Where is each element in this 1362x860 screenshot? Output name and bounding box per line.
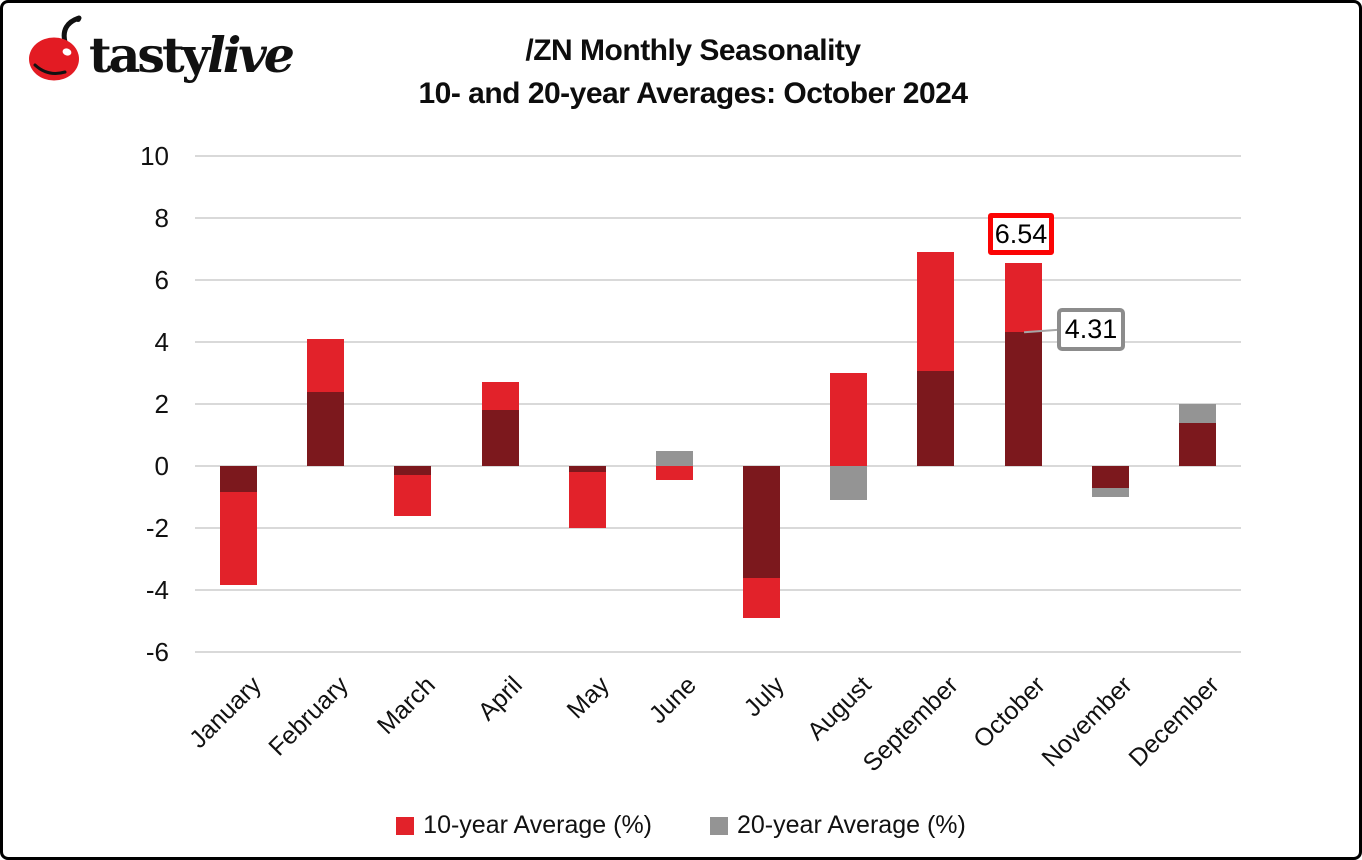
cherry-icon [29,15,82,81]
annotation-october-10yr: 6.54 [988,213,1054,255]
chart-title-line2: 10- and 20-year Averages: October 2024 [418,77,968,110]
bar-october-10yr [1004,263,1042,333]
legend-swatch-20yr-icon [710,816,728,835]
y-tick--4: -4 [145,575,169,605]
y-tick-8: 8 [154,203,169,233]
bar-december-20yr [1178,404,1216,423]
bar-december-overlap [1178,422,1216,466]
gridline-2 [195,403,1241,405]
legend-swatch-10yr-icon [396,816,415,835]
bar-april-10yr [481,382,519,411]
legend-item-20yr: 20-year Average (%) [710,811,966,840]
bar-february-overlap [307,391,345,466]
legend: 10-year Average (%) 20-year Average (%) [3,811,1359,840]
gridline-4 [195,341,1241,343]
brand-wordmark: tastylive [89,26,295,84]
tastylive-logo: tastylive [27,15,295,84]
legend-label-20yr: 20-year Average (%) [737,811,966,839]
chart-title: /ZN Monthly Seasonality 10- and 20-year … [333,29,1053,115]
bar-march-overlap [394,466,432,476]
bar-april-overlap [481,410,519,466]
legend-label-10yr: 10-year Average (%) [423,811,652,839]
brand-tasty: tasty [89,26,210,84]
y-tick-10: 10 [140,141,169,171]
y-tick-4: 4 [154,327,169,357]
y-tick-0: 0 [154,451,169,481]
bar-january-10yr [220,492,258,586]
chart-title-line1: /ZN Monthly Seasonality [525,34,861,67]
bar-june-10yr [655,466,693,480]
y-tick--2: -2 [145,513,169,543]
bar-january-overlap [220,466,258,493]
y-tick-2: 2 [154,389,169,419]
annotation-october-20yr: 4.31 [1057,308,1125,351]
brand-live: live [207,26,295,84]
bar-february-10yr [307,338,345,392]
gridline-6 [195,279,1241,281]
bar-march-10yr [394,475,432,516]
bar-october-overlap [1004,332,1042,466]
y-tick--6: -6 [145,637,169,667]
bar-september-10yr [917,252,955,372]
bar-november-overlap [1091,466,1129,488]
y-tick-6: 6 [154,265,169,295]
gridline--4 [195,589,1241,591]
bar-august-10yr [830,373,868,466]
bar-july-10yr [743,577,781,618]
bar-may-overlap [568,466,606,473]
legend-item-10yr: 10-year Average (%) [396,811,652,840]
bar-august-20yr [830,466,868,501]
bar-may-10yr [568,472,606,528]
gridline-8 [195,217,1241,219]
gridline--2 [195,527,1241,529]
bar-september-overlap [917,371,955,466]
bar-july-overlap [743,466,781,578]
bar-june-20yr [655,450,693,466]
gridline-0 [195,465,1241,467]
gridline-10 [195,155,1241,157]
bar-november-20yr [1091,487,1129,497]
gridline--6 [195,651,1241,653]
